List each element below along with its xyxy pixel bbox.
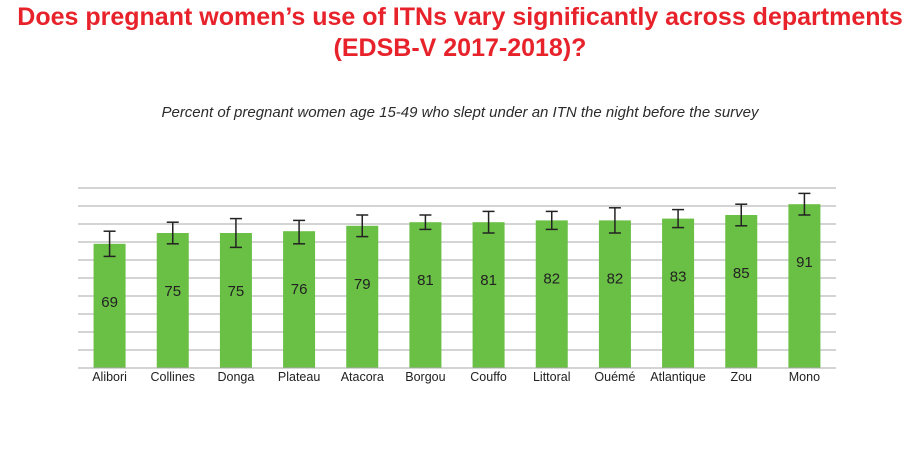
x-tick-label: Couffo — [470, 370, 507, 384]
bar — [535, 220, 568, 368]
bar — [598, 220, 631, 368]
data-label: 91 — [796, 254, 813, 271]
chart-subtitle: Percent of pregnant women age 15-49 who … — [161, 104, 759, 121]
bar — [409, 222, 442, 368]
data-label: 69 — [101, 294, 118, 311]
data-label: 79 — [354, 276, 371, 293]
chart-title-line-1: Does pregnant women’s use of ITNs vary s… — [17, 3, 903, 31]
data-label: 81 — [417, 272, 434, 289]
x-tick-label: Atlantique — [650, 370, 706, 384]
bar — [346, 225, 379, 368]
chart-title-line-2: (EDSB-V 2017-2018)? — [333, 34, 587, 62]
data-label: 75 — [228, 283, 245, 300]
x-tick-label: Borgou — [405, 370, 445, 384]
x-tick-label: Collines — [151, 370, 195, 384]
x-tick-label: Littoral — [533, 370, 571, 384]
x-tick-label: Zou — [730, 370, 752, 384]
x-tick-label: Alibori — [92, 370, 127, 384]
data-label: 85 — [733, 265, 750, 282]
x-tick-label: Donga — [217, 370, 254, 384]
bar — [662, 218, 695, 368]
chart-title: Does pregnant women’s use of ITNs vary s… — [0, 2, 920, 64]
data-label: 82 — [607, 270, 624, 287]
bar — [788, 204, 821, 368]
x-tick-label: Ouémé — [594, 370, 635, 384]
bar — [156, 233, 189, 368]
bar — [219, 233, 252, 368]
x-tick-label: Mono — [789, 370, 820, 384]
data-label: 76 — [291, 281, 308, 298]
data-label: 82 — [543, 270, 560, 287]
bar — [472, 222, 505, 368]
bar — [725, 215, 758, 368]
data-label: 75 — [164, 283, 181, 300]
data-label: 81 — [480, 272, 497, 289]
bar — [283, 231, 316, 368]
x-tick-label: Atacora — [341, 370, 384, 384]
x-tick-label: Plateau — [278, 370, 320, 384]
data-label: 83 — [670, 269, 687, 286]
bar — [93, 243, 126, 368]
